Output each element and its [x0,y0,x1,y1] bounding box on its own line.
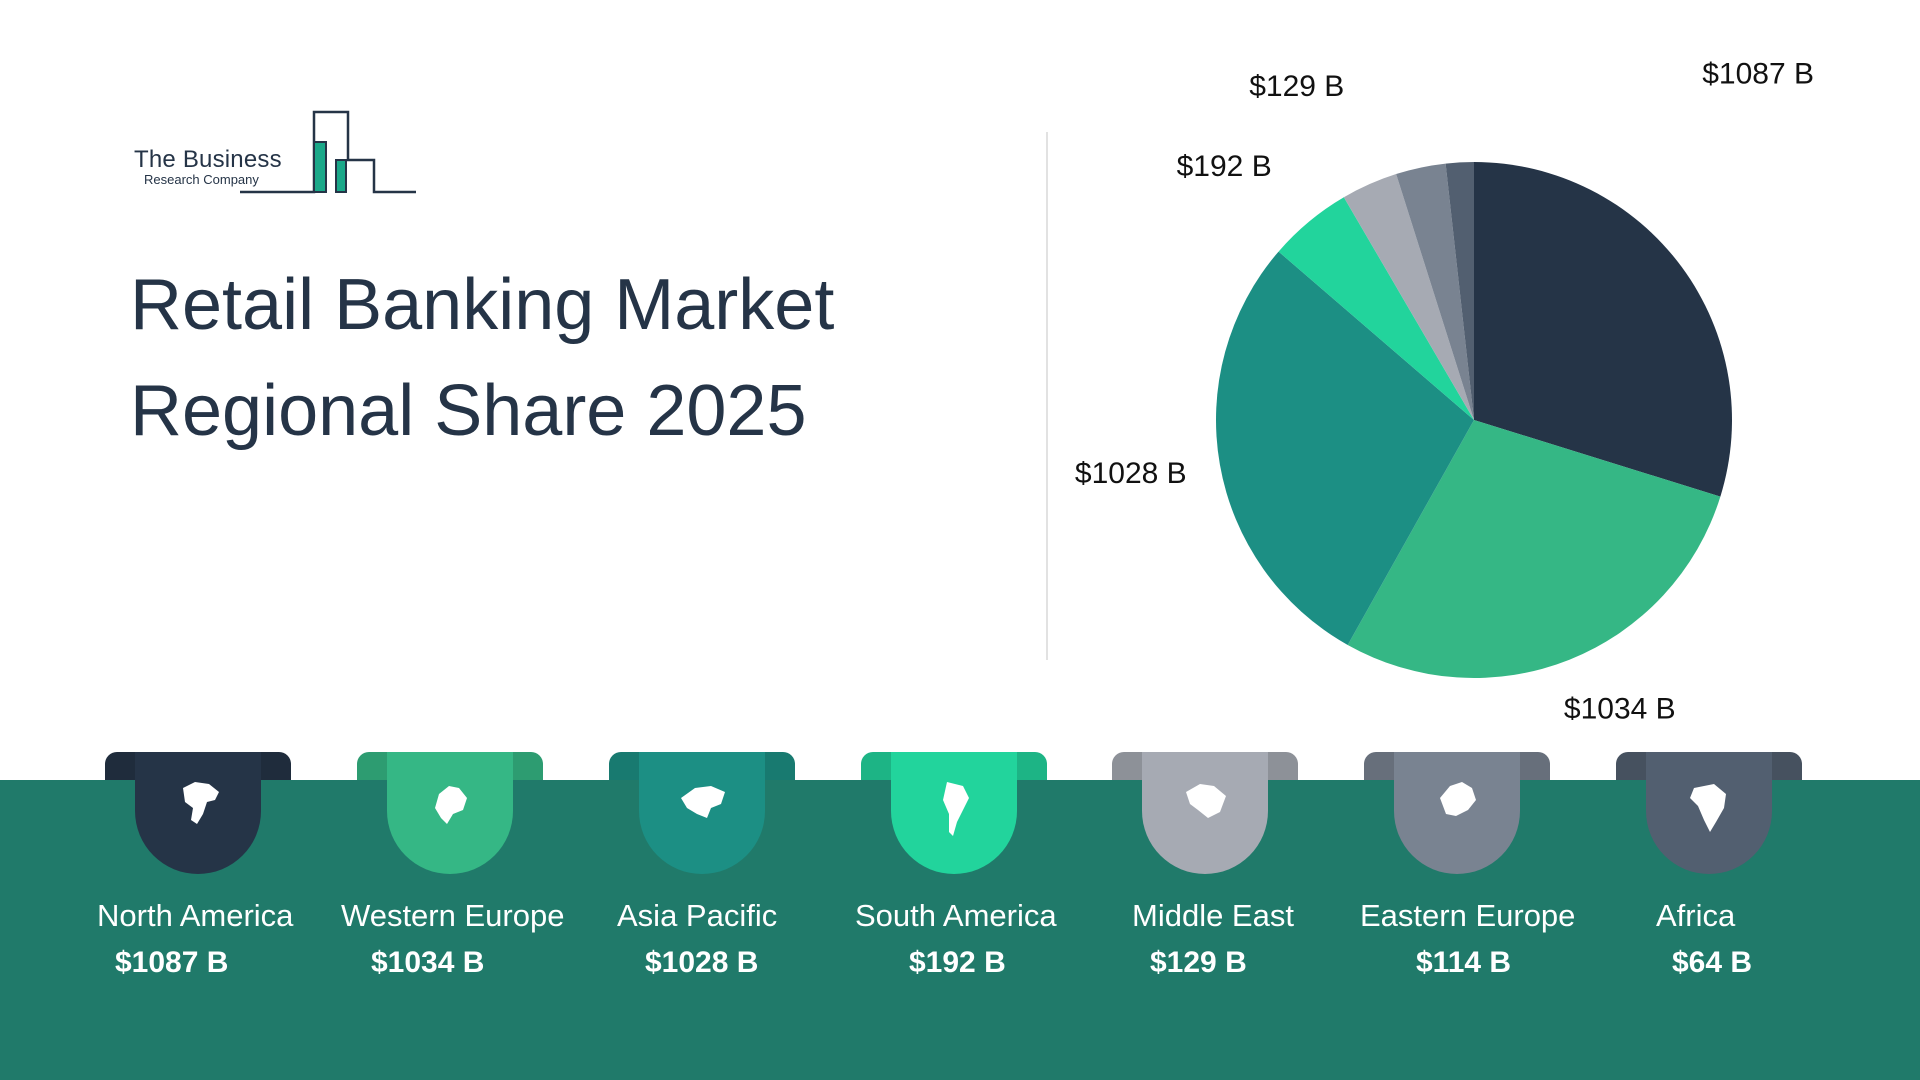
region-name-asia-pacific: Asia Pacific [617,898,778,933]
pie-slice-eastern-europe [1396,163,1474,420]
region-value-western-europe: $1034 B [371,946,485,979]
region-badge [1646,752,1772,874]
region-name-middle-east: Middle East [1132,898,1294,933]
region-name-south-america: South America [855,898,1057,933]
region-value-north-america: $1087 B [115,946,229,979]
pie-label-western-europe: $1034 B [1564,693,1676,720]
region-badge [1142,752,1268,874]
region-card-asia-pacific: Asia Pacific $1028 B [609,752,869,992]
region-badge [891,752,1017,874]
region-name-western-europe: Western Europe [341,898,565,933]
page-title: Retail Banking Market Regional Share 202… [130,252,930,464]
north-america-map-icon [173,774,223,844]
region-badge [1394,752,1520,874]
western-europe-map-icon [425,774,475,844]
company-logo: The Business Research Company [134,108,420,198]
region-value-south-america: $192 B [909,946,1006,979]
region-card-eastern-europe: Eastern Europe $114 B [1360,752,1624,992]
asia-pacific-map-icon [677,774,727,844]
south-america-map-icon [929,774,979,844]
logo-subtitle: Research Company [144,172,259,187]
pie-chart: $1087 B$1034 B$1028 B$192 B$129 B$114 B$… [1060,13,1920,726]
region-value-eastern-europe: $114 B [1416,946,1512,979]
region-value-africa: $64 B [1672,946,1753,979]
middle-east-map-icon [1180,774,1230,844]
region-badge [135,752,261,874]
pie-label-asia-pacific: $1028 B [1075,457,1187,490]
title-line-1: Retail Banking Market [130,265,835,345]
region-badge [387,752,513,874]
pie-slice-south-america [1278,197,1474,420]
region-card-north-america: North America $1087 B [97,752,365,992]
region-name-eastern-europe: Eastern Europe [1360,898,1576,933]
logo-title: The Business [134,146,282,173]
region-card-africa: Africa $64 B [1616,752,1876,992]
region-value-asia-pacific: $1028 B [645,946,759,979]
region-card-western-europe: Western Europe $1034 B [341,752,617,992]
pie-slice-asia-pacific [1216,251,1474,645]
region-name-africa: Africa [1656,898,1736,933]
pie-slice-africa [1445,162,1474,420]
region-card-middle-east: Middle East $129 B [1112,752,1372,992]
pie-slice-middle-east [1343,174,1474,420]
pie-label-middle-east: $129 B [1249,70,1344,103]
region-name-north-america: North America [97,898,294,933]
title-line-2: Regional Share 2025 [130,371,807,451]
region-value-middle-east: $129 B [1150,946,1247,979]
pie-slice-western-europe [1347,420,1721,678]
vertical-divider [1046,132,1048,660]
africa-map-icon [1684,774,1734,844]
pie-slice-north-america [1474,162,1732,497]
region-badge [639,752,765,874]
pie-chart-svg: $1087 B$1034 B$1028 B$192 B$129 B$114 B$… [1075,13,1814,726]
pie-label-north-america: $1087 B [1702,60,1814,90]
region-card-south-america: South America $192 B [855,752,1121,992]
pie-label-south-america: $192 B [1177,150,1272,183]
eastern-europe-map-icon [1432,774,1482,844]
logo-buildings-icon [240,110,416,194]
